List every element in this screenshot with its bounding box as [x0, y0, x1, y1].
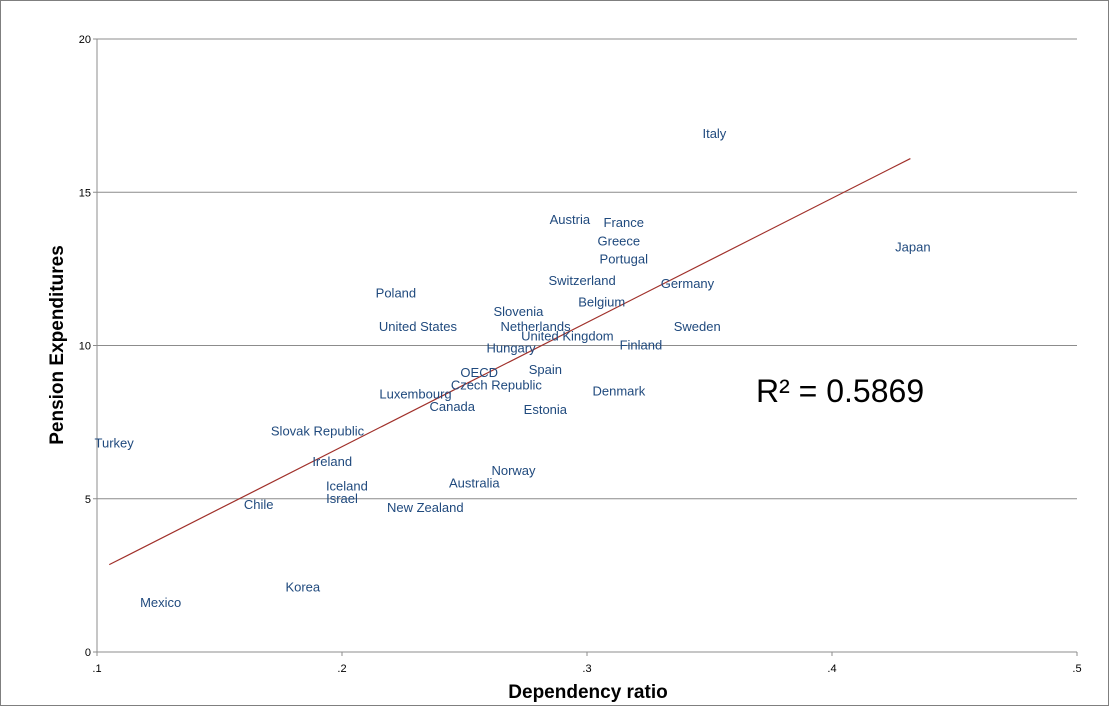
data-point-label: Poland — [376, 285, 416, 300]
data-point-label: Belgium — [578, 295, 625, 310]
data-point-label: Canada — [429, 399, 475, 414]
data-point-label: New Zealand — [387, 500, 464, 515]
data-point-label: Germany — [661, 276, 715, 291]
data-point-label: Luxembourg — [379, 387, 451, 402]
data-point-label: Czech Republic — [451, 377, 543, 392]
data-point-label: Italy — [702, 126, 726, 141]
data-point-label: Spain — [529, 362, 562, 377]
trend-line — [108, 157, 911, 566]
data-point-label: Sweden — [674, 319, 721, 334]
x-tick-label: .1 — [92, 663, 101, 675]
data-point-label: Netherlands — [500, 319, 571, 334]
data-point-label: United Kingdom — [521, 328, 614, 343]
data-point-label: Estonia — [524, 402, 568, 417]
data-point-label: Switzerland — [548, 273, 615, 288]
data-point-label: Ireland — [312, 454, 352, 469]
data-point-label: Denmark — [592, 383, 645, 398]
axes — [93, 38, 1078, 656]
x-tick-label: .2 — [337, 663, 346, 675]
x-tick-label: .5 — [1072, 663, 1081, 675]
data-point-label: Chile — [244, 497, 274, 512]
data-point-label: Slovak Republic — [271, 423, 365, 438]
y-axis-title: Pension Expenditures — [47, 245, 68, 445]
data-point-label: Turkey — [95, 436, 135, 451]
data-point-label: Slovenia — [493, 304, 544, 319]
x-axis-title: Dependency ratio — [508, 682, 667, 703]
data-point-label: Finland — [620, 338, 663, 353]
data-point-label: Australia — [449, 475, 500, 490]
data-point-label: Portugal — [600, 252, 649, 267]
y-tick-label: 15 — [79, 187, 91, 199]
data-point-label: Norway — [491, 463, 536, 478]
data-point-label: Iceland — [326, 478, 368, 493]
data-point-labels: Italy Austria France Greece Japan Portugal Swi… — [95, 126, 931, 610]
data-point-label: Israel — [326, 491, 358, 506]
tick-labels: 0 5 10 15 20 .1 .2 .3 .4 .5 — [79, 34, 1082, 675]
y-tick-label: 10 — [79, 341, 91, 353]
data-point-label: Mexico — [140, 595, 181, 610]
data-point-label: France — [604, 215, 644, 230]
data-point-label: Japan — [895, 239, 930, 254]
y-tick-label: 20 — [79, 34, 91, 46]
data-point-label: Korea — [285, 580, 320, 595]
grid-lines — [97, 38, 1077, 500]
y-tick-label: 0 — [85, 647, 91, 659]
data-point-label: Hungary — [486, 341, 536, 356]
data-point-label: Greece — [598, 233, 641, 248]
data-point-label: Austria — [550, 212, 591, 227]
data-point-label: OECD — [460, 365, 498, 380]
x-tick-label: .4 — [827, 663, 836, 675]
y-tick-label: 5 — [85, 494, 91, 506]
r-squared-annotation: R² = 0.5869 — [756, 373, 924, 409]
data-point-label: United States — [379, 319, 458, 334]
x-tick-label: .3 — [582, 663, 591, 675]
